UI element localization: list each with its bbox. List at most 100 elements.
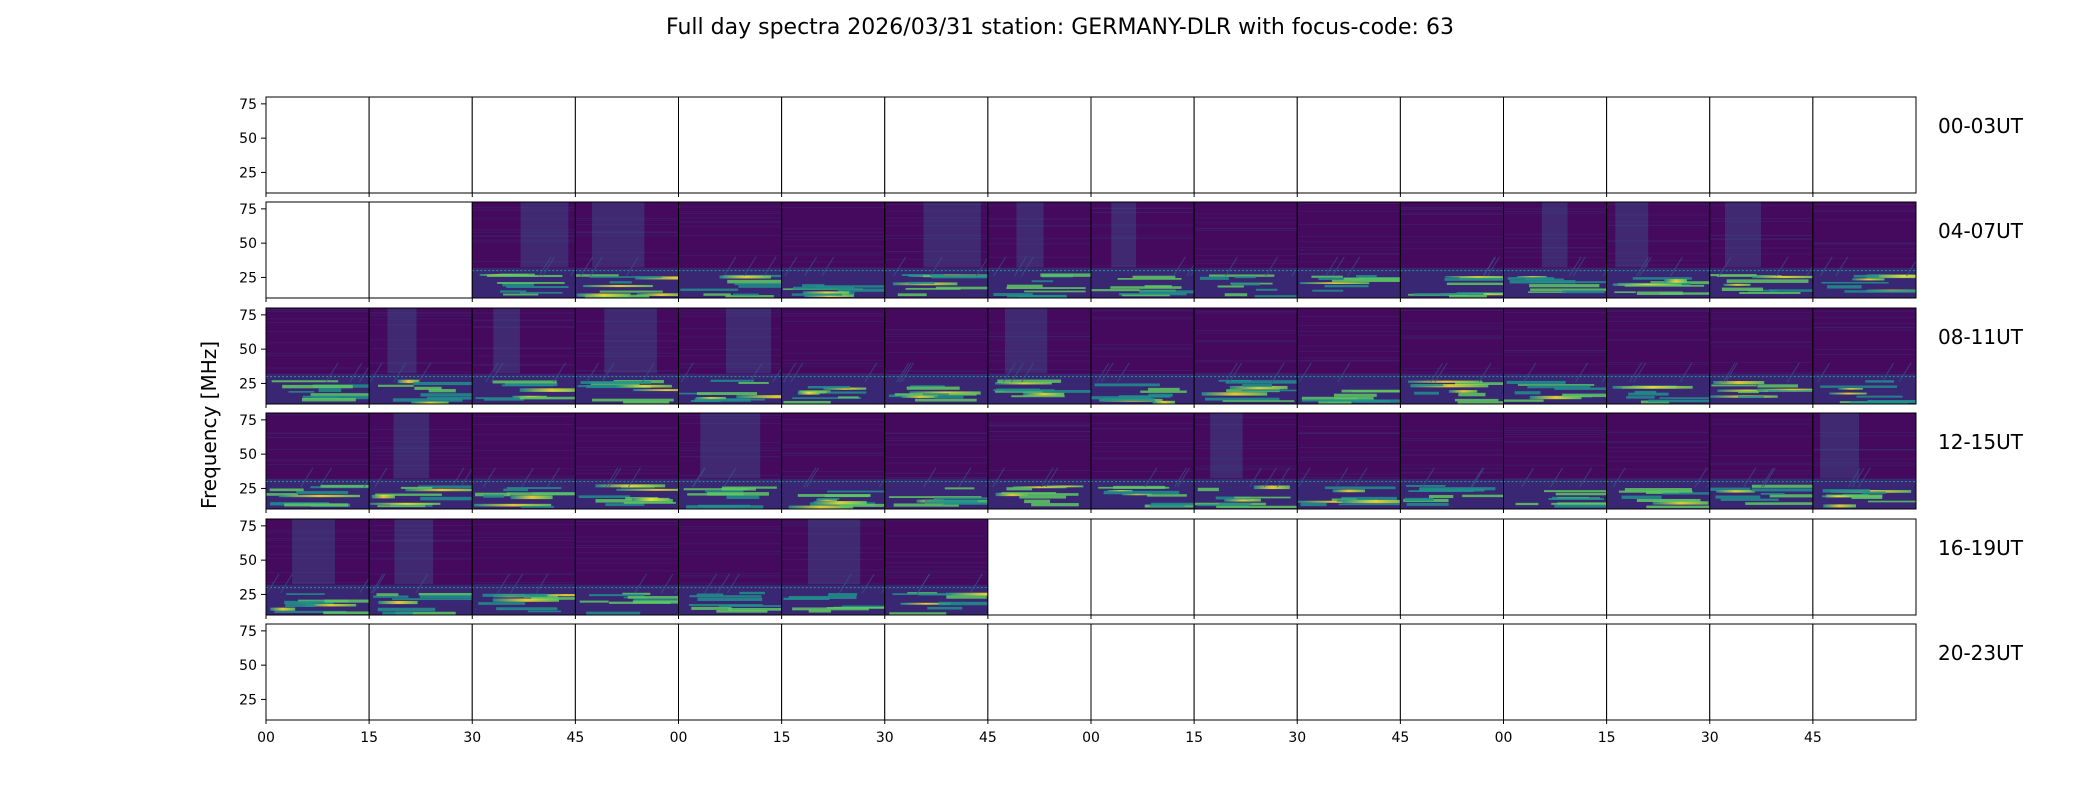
emission-streak xyxy=(826,606,885,609)
texture-line xyxy=(1503,477,1607,479)
spectrogram-content xyxy=(1297,425,1401,509)
texture-line xyxy=(678,213,782,215)
drift-feature xyxy=(726,573,740,594)
texture-line xyxy=(884,238,988,240)
broadband-block xyxy=(700,413,761,479)
spectrogram-content xyxy=(1091,309,1195,404)
emission-streak xyxy=(1011,395,1065,398)
texture-line xyxy=(1606,329,1710,331)
emission-streak xyxy=(418,592,473,596)
texture-line xyxy=(266,582,370,584)
texture-line xyxy=(781,569,885,571)
texture-line xyxy=(575,251,679,253)
emission-streak xyxy=(1331,279,1401,283)
emission-streak xyxy=(1341,389,1401,393)
drift-feature xyxy=(1762,467,1776,488)
spectrogram-content xyxy=(1503,427,1607,509)
drift-feature xyxy=(460,467,473,488)
spectrogram-panel xyxy=(1812,412,1917,513)
texture-line xyxy=(1297,261,1401,263)
texture-line xyxy=(266,330,370,332)
texture-line xyxy=(678,211,782,213)
drift-feature xyxy=(861,573,875,594)
panel-background xyxy=(1503,97,1607,193)
emission-streak xyxy=(1529,284,1600,288)
spectrogram-panel xyxy=(574,412,679,513)
drift-feature xyxy=(958,467,972,488)
emission-streak xyxy=(1253,485,1290,490)
texture-line xyxy=(1194,467,1298,469)
emission-streak xyxy=(1462,494,1504,498)
y-tick-label: 75 xyxy=(239,202,257,218)
drift-feature xyxy=(881,587,885,594)
texture-line xyxy=(575,223,679,225)
texture-line xyxy=(1194,458,1298,460)
panel-background xyxy=(369,97,473,193)
texture-line xyxy=(369,324,473,326)
emission-streak xyxy=(1624,284,1705,287)
texture-line xyxy=(1400,209,1504,211)
drift-feature xyxy=(605,467,619,488)
emission-streak xyxy=(1737,395,1764,399)
texture-line xyxy=(369,524,473,526)
texture-line xyxy=(678,449,782,451)
texture-line xyxy=(1091,355,1195,357)
texture-line xyxy=(1709,372,1813,374)
texture-line xyxy=(472,457,576,459)
emission-streak xyxy=(1341,496,1398,500)
empty-panel xyxy=(1090,96,1195,197)
texture-line xyxy=(1709,435,1813,437)
texture-line xyxy=(678,328,782,330)
texture-line xyxy=(1194,260,1298,262)
spectrogram-content xyxy=(678,202,782,298)
texture-line xyxy=(1606,339,1710,341)
texture-line xyxy=(1297,360,1401,362)
emission-streak xyxy=(697,504,751,508)
emission-streak xyxy=(392,598,473,601)
texture-line xyxy=(1503,321,1607,323)
y-tick-label: 25 xyxy=(239,587,257,603)
texture-line xyxy=(575,308,679,310)
panel-background xyxy=(1709,97,1813,193)
emission-streak xyxy=(816,498,838,501)
x-tick-label: 45 xyxy=(1804,730,1822,746)
panel-background xyxy=(1812,624,1916,720)
texture-line xyxy=(266,414,370,416)
drift-feature xyxy=(1725,362,1738,383)
emission-streak xyxy=(827,490,885,493)
texture-line xyxy=(1297,431,1401,433)
drift-feature xyxy=(393,362,407,383)
spectrogram-content xyxy=(369,413,473,509)
drift-feature xyxy=(1521,467,1535,488)
emission-streak xyxy=(1204,397,1280,401)
emission-streak xyxy=(696,593,724,596)
texture-line xyxy=(1297,334,1401,336)
texture-line xyxy=(1400,335,1504,337)
emission-streak xyxy=(793,286,855,290)
texture-line xyxy=(369,451,473,453)
drift-feature xyxy=(1835,256,1849,277)
emission-streak xyxy=(1509,280,1576,284)
texture-line xyxy=(1606,221,1710,223)
texture-line xyxy=(1194,217,1298,219)
texture-line xyxy=(678,474,782,476)
drift-feature xyxy=(975,256,988,277)
emission-streak xyxy=(889,612,947,615)
emission-streak xyxy=(1139,290,1195,294)
emission-streak xyxy=(1148,393,1173,397)
broadband-block xyxy=(725,308,772,374)
texture-line xyxy=(369,315,473,317)
drift-feature xyxy=(1021,256,1034,277)
drift-feature xyxy=(279,573,293,594)
texture-line xyxy=(266,530,370,532)
spectrogram-content xyxy=(575,427,679,509)
emission-streak xyxy=(688,604,763,606)
emission-streak xyxy=(1414,391,1440,395)
emission-streak xyxy=(609,281,632,284)
spectrogram-content xyxy=(1812,310,1916,404)
texture-line xyxy=(1194,447,1298,449)
texture-line xyxy=(1812,349,1916,351)
emission-streak xyxy=(839,503,885,507)
emission-streak xyxy=(841,605,879,608)
y-tick-label: 50 xyxy=(239,131,257,147)
